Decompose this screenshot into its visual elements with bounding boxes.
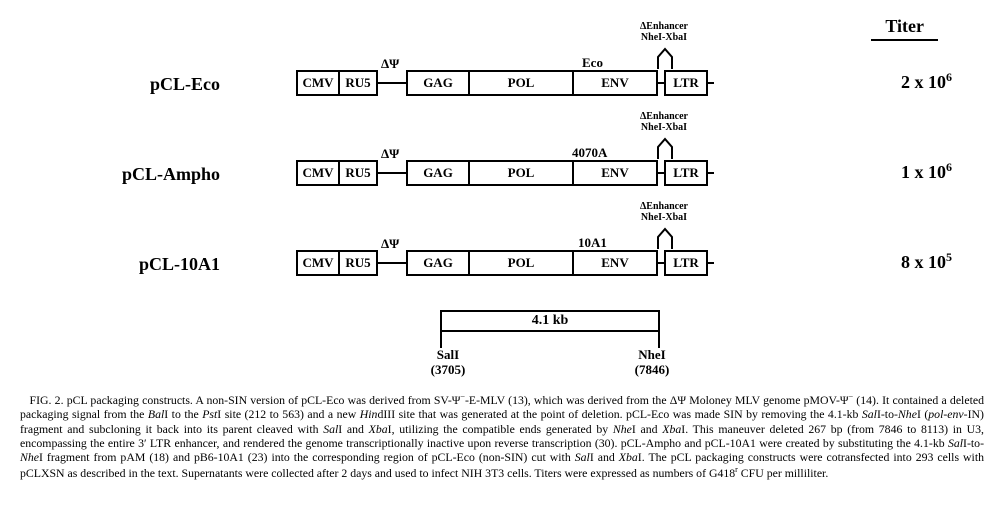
enhancer-line1: ΔEnhancer bbox=[640, 111, 688, 122]
line-connector bbox=[398, 262, 406, 264]
construct-name: pCL-Ampho bbox=[100, 164, 220, 185]
box-cmv: CMV bbox=[296, 160, 340, 186]
delta-enhancer-label: ΔEnhancer NheI-XbaI bbox=[640, 22, 688, 43]
fragment-left-site: SalI (3705) bbox=[424, 348, 472, 378]
site-name: NheI bbox=[638, 347, 665, 362]
gene-map: CMV RU5 GAG POL ENV LTR bbox=[296, 250, 714, 276]
delta-enhancer-label: ΔEnhancer NheI-XbaI bbox=[640, 112, 688, 133]
titer-value: 1 x 106 bbox=[901, 160, 952, 183]
construct-row: pCL-10A1 ΔΨ 10A1 ΔEnhancer NheI-XbaI CMV… bbox=[0, 216, 1004, 296]
env-variant-label: Eco bbox=[582, 55, 603, 71]
fragment-diagram: 4.1 kb SalI (3705) NheI (7846) bbox=[440, 310, 660, 378]
construct-name: pCL-10A1 bbox=[100, 254, 220, 275]
restriction-tick-icon bbox=[440, 332, 442, 348]
enhancer-line1: ΔEnhancer bbox=[640, 201, 688, 212]
enhancer-line2: NheI-XbaI bbox=[641, 212, 687, 223]
box-pol: POL bbox=[470, 70, 574, 96]
caption-lead: FIG. 2. pCL packaging constructs. bbox=[30, 393, 193, 407]
titer-value: 8 x 105 bbox=[901, 250, 952, 273]
restriction-tick-icon bbox=[658, 332, 660, 348]
box-env: ENV bbox=[574, 70, 658, 96]
construct-row: pCL-Eco ΔΨ Eco ΔEnhancer NheI-XbaI CMV R… bbox=[0, 36, 1004, 116]
construct-name: pCL-Eco bbox=[100, 74, 220, 95]
fragment-legs: SalI (3705) NheI (7846) bbox=[440, 332, 660, 378]
box-pol: POL bbox=[470, 160, 574, 186]
box-cmv: CMV bbox=[296, 250, 340, 276]
box-ltr: LTR bbox=[664, 160, 708, 186]
env-variant-label: 10A1 bbox=[578, 235, 607, 251]
line-connector bbox=[398, 82, 406, 84]
line-connector bbox=[378, 82, 398, 84]
enhancer-caret-icon bbox=[656, 47, 674, 61]
figure: Titer pCL-Eco ΔΨ Eco ΔEnhancer NheI-XbaI… bbox=[0, 0, 1004, 532]
box-env: ENV bbox=[574, 160, 658, 186]
line-connector bbox=[708, 82, 714, 84]
box-ru5: RU5 bbox=[340, 70, 378, 96]
enhancer-line2: NheI-XbaI bbox=[641, 122, 687, 133]
box-ltr: LTR bbox=[664, 250, 708, 276]
fragment-right-site: NheI (7846) bbox=[628, 348, 676, 378]
enhancer-caret-icon bbox=[656, 137, 674, 151]
site-position: (7846) bbox=[635, 362, 670, 377]
gene-map: CMV RU5 GAG POL ENV LTR bbox=[296, 160, 714, 186]
enhancer-line1: ΔEnhancer bbox=[640, 21, 688, 32]
enhancer-caret-icon bbox=[656, 227, 674, 241]
line-connector bbox=[378, 172, 398, 174]
box-cmv: CMV bbox=[296, 70, 340, 96]
line-connector bbox=[378, 262, 398, 264]
box-gag: GAG bbox=[406, 160, 470, 186]
enhancer-line2: NheI-XbaI bbox=[641, 32, 687, 43]
titer-value: 2 x 106 bbox=[901, 70, 952, 93]
box-gag: GAG bbox=[406, 250, 470, 276]
line-connector bbox=[398, 172, 406, 174]
box-gag: GAG bbox=[406, 70, 470, 96]
site-name: SalI bbox=[437, 347, 459, 362]
env-variant-label: 4070A bbox=[572, 145, 607, 161]
figure-caption: FIG. 2. pCL packaging constructs. A non-… bbox=[20, 392, 984, 480]
box-ltr: LTR bbox=[664, 70, 708, 96]
line-connector bbox=[708, 172, 714, 174]
box-ru5: RU5 bbox=[340, 160, 378, 186]
site-position: (3705) bbox=[431, 362, 466, 377]
box-env: ENV bbox=[574, 250, 658, 276]
fragment-length-label: 4.1 kb bbox=[440, 310, 660, 332]
line-connector bbox=[708, 262, 714, 264]
gene-map: CMV RU5 GAG POL ENV LTR bbox=[296, 70, 714, 96]
box-ru5: RU5 bbox=[340, 250, 378, 276]
box-pol: POL bbox=[470, 250, 574, 276]
delta-enhancer-label: ΔEnhancer NheI-XbaI bbox=[640, 202, 688, 223]
construct-row: pCL-Ampho ΔΨ 4070A ΔEnhancer NheI-XbaI C… bbox=[0, 126, 1004, 206]
